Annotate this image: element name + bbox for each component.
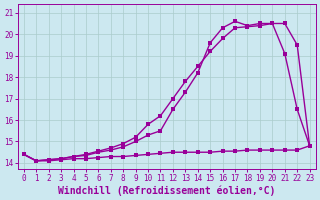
X-axis label: Windchill (Refroidissement éolien,°C): Windchill (Refroidissement éolien,°C) bbox=[58, 185, 276, 196]
